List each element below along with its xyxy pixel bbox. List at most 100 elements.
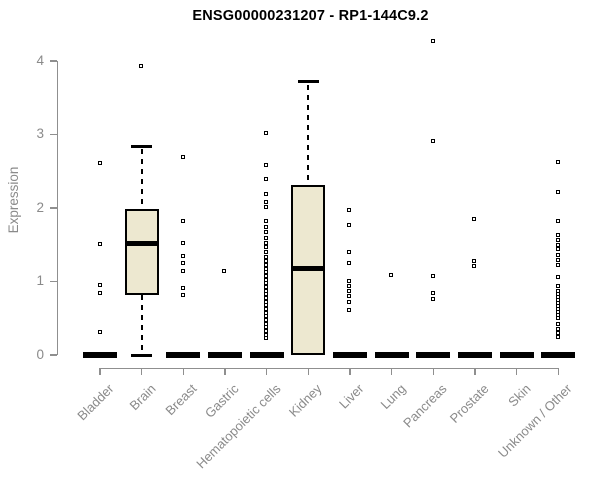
lower-whisker-brain <box>140 294 143 353</box>
y-tick-label: 4 <box>36 52 44 68</box>
outlier-point-unknown-other <box>555 326 560 331</box>
collapsed-box-unknown-other <box>541 352 576 358</box>
upper-whisker-cap-kidney <box>297 80 319 84</box>
outlier-point-liver <box>347 308 352 313</box>
outlier-point-unknown-other <box>555 257 560 262</box>
outlier-point-unknown-other <box>555 284 560 289</box>
outlier-point-liver <box>347 279 352 283</box>
outlier-point-hematopoietic-cells <box>264 192 269 197</box>
y-axis-tick <box>50 133 57 136</box>
outlier-point-hematopoietic-cells <box>264 288 269 293</box>
collapsed-box-skin <box>499 352 534 358</box>
outlier-point-hematopoietic-cells <box>264 255 269 260</box>
outlier-point-prostate <box>472 217 477 222</box>
outlier-point-hematopoietic-cells <box>264 199 269 204</box>
outlier-point-liver <box>347 299 352 304</box>
x-axis-tick <box>432 368 434 375</box>
outlier-point-brain <box>139 63 144 68</box>
outlier-point-hematopoietic-cells <box>264 273 269 278</box>
y-tick-label: 2 <box>36 199 44 215</box>
outlier-point-bladder <box>97 161 102 166</box>
outlier-point-bladder <box>97 242 102 247</box>
outlier-point-unknown-other <box>555 247 560 252</box>
collapsed-box-pancreas <box>416 352 451 358</box>
upper-whisker-kidney <box>307 84 310 186</box>
outlier-point-liver <box>347 208 352 213</box>
outlier-point-hematopoietic-cells <box>264 292 269 297</box>
outlier-point-pancreas <box>430 290 435 295</box>
collapsed-box-lung <box>374 352 409 358</box>
median-kidney <box>291 266 326 271</box>
outlier-point-breast <box>180 286 185 291</box>
lower-whisker-cap-brain <box>131 353 153 357</box>
outlier-point-liver <box>347 250 352 255</box>
x-axis-tick <box>265 368 268 375</box>
outlier-point-bladder <box>97 330 102 335</box>
x-axis-line <box>99 368 559 370</box>
outlier-point-hematopoietic-cells <box>264 262 269 267</box>
outlier-point-breast <box>180 154 185 159</box>
x-axis-tick <box>224 368 226 375</box>
collapsed-box-liver <box>332 352 367 358</box>
outlier-point-hematopoietic-cells <box>264 281 269 286</box>
outlier-point-hematopoietic-cells <box>264 295 269 300</box>
outlier-point-unknown-other <box>555 262 560 267</box>
outlier-point-liver <box>347 289 352 294</box>
outlier-point-lung <box>389 273 394 278</box>
y-tick-label: 1 <box>36 273 44 288</box>
outlier-point-hematopoietic-cells <box>264 204 269 209</box>
collapsed-box-prostate <box>457 352 492 358</box>
outlier-point-gastric <box>222 268 227 273</box>
outlier-point-unknown-other <box>555 190 560 195</box>
x-axis-tick <box>390 368 393 375</box>
collapsed-box-bladder <box>83 352 117 358</box>
chart-title: ENSG00000231207 - RP1-144C9.2 <box>192 8 429 24</box>
outlier-point-unknown-other <box>555 252 560 257</box>
outlier-point-bladder <box>97 283 102 288</box>
x-axis-tick <box>99 368 101 375</box>
outlier-point-liver <box>347 284 352 289</box>
outlier-point-hematopoietic-cells <box>264 328 269 333</box>
outlier-point-hematopoietic-cells <box>264 336 269 341</box>
upper-whisker-brain <box>140 149 143 210</box>
outlier-point-unknown-other <box>555 331 560 336</box>
y-axis-tick <box>50 354 57 356</box>
outlier-point-hematopoietic-cells <box>264 277 269 282</box>
y-axis-tick <box>50 280 57 283</box>
outlier-point-hematopoietic-cells <box>264 176 269 181</box>
outlier-point-pancreas <box>430 297 435 302</box>
outlier-point-hematopoietic-cells <box>264 219 269 224</box>
outlier-point-hematopoietic-cells <box>264 240 269 245</box>
collapsed-box-gastric <box>207 352 242 358</box>
x-axis-tick <box>557 368 559 375</box>
outlier-point-hematopoietic-cells <box>264 299 269 304</box>
outlier-point-hematopoietic-cells <box>264 303 269 308</box>
x-axis-tick <box>474 368 476 375</box>
outlier-point-pancreas <box>430 273 435 278</box>
outlier-point-unknown-other <box>555 275 560 280</box>
outlier-point-hematopoietic-cells <box>264 162 269 167</box>
outlier-point-unknown-other <box>555 315 560 320</box>
outlier-point-unknown-other <box>555 322 560 327</box>
outlier-point-hematopoietic-cells <box>264 314 269 319</box>
box-brain <box>124 209 159 295</box>
outlier-point-unknown-other <box>555 242 560 247</box>
outlier-point-unknown-other <box>555 218 560 223</box>
y-axis-tick <box>50 207 57 209</box>
outlier-point-liver <box>347 223 352 228</box>
collapsed-box-hematopoietic-cells <box>249 352 284 358</box>
x-axis-tick <box>307 368 309 375</box>
outlier-point-hematopoietic-cells <box>264 245 269 250</box>
outlier-point-liver <box>347 261 352 266</box>
outlier-point-hematopoietic-cells <box>264 306 269 311</box>
outlier-point-breast <box>180 240 185 245</box>
outlier-point-breast <box>180 218 185 223</box>
outlier-point-hematopoietic-cells <box>264 270 269 275</box>
outlier-point-hematopoietic-cells <box>264 332 269 337</box>
collapsed-box-breast <box>166 352 201 358</box>
x-axis-tick <box>140 368 143 375</box>
outlier-point-hematopoietic-cells <box>264 317 269 322</box>
outlier-point-hematopoietic-cells <box>264 235 269 240</box>
outlier-point-breast <box>180 260 185 265</box>
